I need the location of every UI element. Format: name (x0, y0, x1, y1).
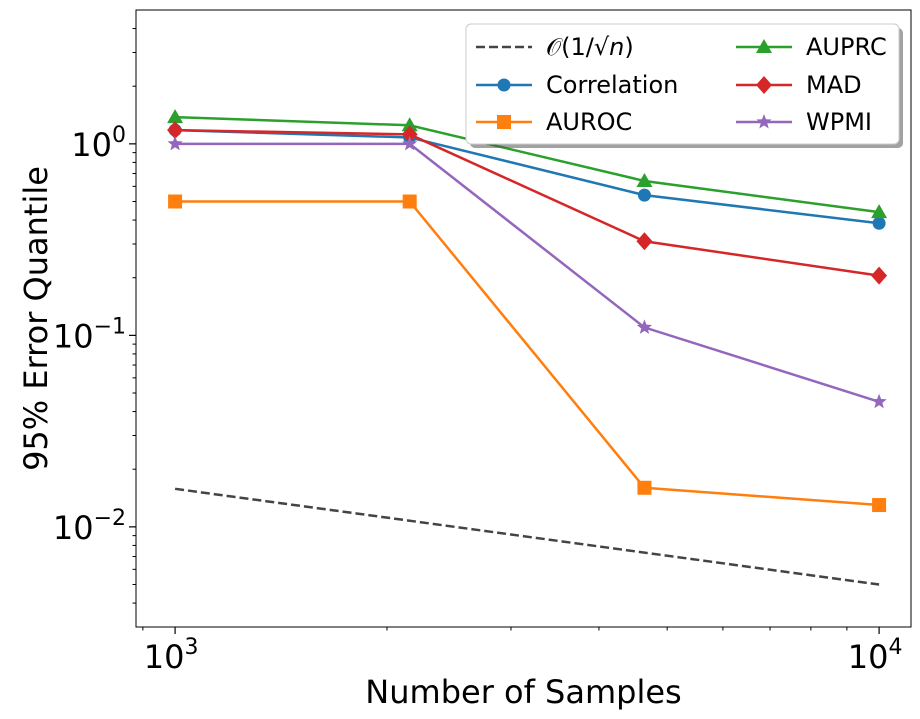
data-point-mad (167, 121, 184, 140)
legend-marker-wpmi (756, 114, 772, 129)
series-line-auprc (175, 115, 880, 214)
major-ticks: 103 104 10−2 10−1 100 (53, 123, 903, 676)
series-auprc (167, 109, 888, 219)
plot-frame (135, 9, 912, 628)
series-mad (167, 121, 888, 285)
data-point-auprc (167, 109, 184, 124)
y-axis-label: 95% Error Quantile (17, 166, 55, 471)
series-auroc (168, 194, 887, 513)
data-point-wpmi (636, 319, 653, 334)
data-point-auroc (402, 194, 417, 209)
legend-label-mad: MAD (806, 71, 862, 99)
series-line-auroc (175, 200, 880, 507)
legend-label-auroc: AUROC (546, 108, 632, 136)
data-point-auroc (637, 480, 652, 495)
data-point-wpmi (402, 135, 418, 151)
data-point-mad (636, 232, 653, 251)
x-tick-label: 104 (848, 635, 903, 676)
legend-box (465, 23, 900, 145)
data-point-wpmi (167, 135, 183, 151)
legend-items: 𝒪(1/√n) Correlation AUROC AUPRC MAD WPMI (476, 33, 887, 136)
plot-lines (167, 109, 888, 586)
data-point-mad (401, 125, 418, 144)
legend-label-wpmi: WPMI (806, 108, 872, 136)
y-tick-label: 100 (71, 123, 126, 164)
data-point-auprc (871, 204, 888, 219)
data-point-wpmi (871, 393, 887, 409)
series-line-correlation (175, 128, 880, 225)
legend-label-correlation: Correlation (546, 71, 678, 99)
series-line-wpmi (175, 142, 880, 403)
legend-marker-mad (756, 76, 772, 94)
data-point-auprc (401, 117, 418, 132)
data-point-auroc (168, 194, 183, 209)
series-line-mad (175, 128, 880, 277)
series-wpmi (167, 135, 887, 409)
data-point-mad (871, 266, 888, 285)
x-axis-label: Number of Samples (365, 673, 681, 711)
data-point-correlation (637, 188, 651, 202)
y-tick-label: 10−2 (53, 506, 126, 547)
legend: 𝒪(1/√n) Correlation AUROC AUPRC MAD WPMI (465, 23, 903, 148)
y-tick-label: 10−1 (53, 314, 126, 355)
data-point-correlation (872, 216, 886, 230)
x-tick-label: 103 (144, 635, 199, 676)
minor-ticks (132, 28, 848, 631)
legend-label-reference: 𝒪(1/√n) (546, 33, 634, 61)
reference-line (174, 487, 880, 586)
legend-label-auprc: AUPRC (806, 33, 887, 61)
data-point-auroc (872, 498, 887, 513)
legend-marker-auprc (756, 39, 772, 53)
data-point-auprc (636, 172, 653, 187)
legend-marker-auroc (497, 115, 511, 129)
legend-marker-correlation (497, 78, 511, 92)
